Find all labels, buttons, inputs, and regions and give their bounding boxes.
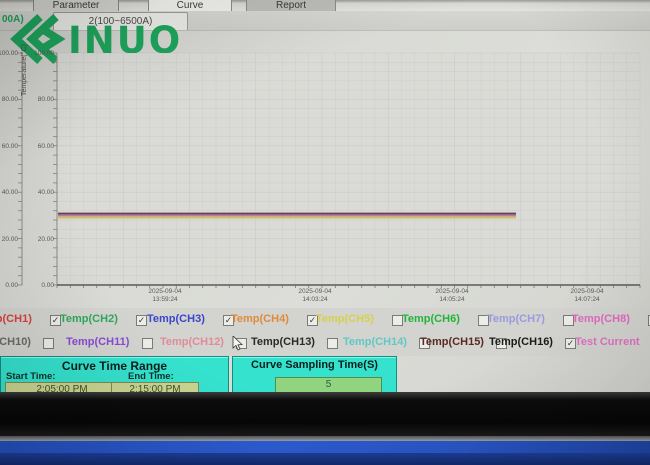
channel-checkbox[interactable]	[392, 315, 403, 326]
y-tick-label: 60.00	[1, 142, 18, 150]
channel-checkbox[interactable]	[43, 338, 54, 349]
channel-label: Temp(CH13)	[251, 336, 315, 348]
channel-checkbox[interactable]: ✓	[136, 315, 147, 326]
y-tick-label: 20.00	[1, 235, 18, 243]
channel-label: Temp(CH1)	[0, 313, 32, 325]
y-tick-label: 20.00	[37, 235, 54, 243]
device-tab-bar: 00A) 2(100~6500A)	[0, 11, 650, 31]
channel-label: Temp(CH5)	[316, 313, 374, 325]
channel-checkbox[interactable]: ✓	[223, 315, 234, 326]
channel-label: Temp(CH2)	[60, 313, 118, 325]
x-tick-label: 2025-09-04 13:59:24	[148, 288, 182, 303]
desk-strip-dark	[0, 453, 650, 465]
y-tick-label: 80.00	[1, 96, 18, 104]
channel-checkbox[interactable]	[236, 338, 247, 349]
x-tick-label: 2025-09-04 14:07:24	[570, 288, 604, 303]
channel-label: Temp(CH15)	[420, 336, 484, 348]
channel-checkbox[interactable]	[142, 338, 153, 349]
y-tick-label: 100.00	[34, 50, 54, 57]
channel-label: Temp(CH12)	[160, 336, 224, 348]
channel-checkbox[interactable]: ✓	[307, 315, 318, 326]
channel-label: Temp(CH11)	[66, 336, 130, 348]
channel-label: Temp(CH8)	[572, 313, 630, 325]
main-tab-bar: Parameter Curve Report	[0, 0, 650, 13]
channel-checkbox[interactable]	[648, 315, 650, 326]
channel-checkbox[interactable]	[478, 315, 489, 326]
start-time-label: Start Time:	[6, 371, 56, 382]
channel-label: Temp(CH7)	[487, 313, 545, 325]
channel-label: Temp(CH16)	[489, 336, 553, 348]
bezel-bottom-edge	[0, 436, 650, 441]
channel-checkbox[interactable]	[419, 338, 430, 349]
channel-checkbox[interactable]	[563, 315, 574, 326]
y-tick-label: 0.00	[41, 282, 54, 289]
curve-time-range-panel: Curve Time Range Start Time: 2:05:00 PM …	[0, 356, 229, 398]
subtab-left-partial[interactable]: 00A)	[2, 14, 24, 25]
x-tick-label: 2025-09-04 14:03:24	[298, 288, 332, 303]
channel-label: Temp(CH10)	[0, 336, 31, 348]
y-tick-label: 0.00	[5, 282, 18, 289]
channel-label: Temp(CH14)	[343, 336, 407, 348]
y-tick-label: 100.00	[0, 50, 18, 57]
channel-checkbox[interactable]: ✓	[565, 338, 576, 349]
subtab-device-range[interactable]: 2(100~6500A)	[53, 12, 188, 30]
curve-sampling-panel: Curve Sampling Time(S) 5	[232, 356, 397, 395]
y-tick-label: 60.00	[37, 142, 54, 150]
y-tick-label: 40.00	[1, 189, 18, 197]
curve-sampling-title: Curve Sampling Time(S)	[251, 359, 378, 371]
software-screen: Parameter Curve Report 00A) 2(100~6500A)…	[0, 0, 650, 398]
channel-label: Temp(CH4)	[231, 313, 289, 325]
y-tick-label: 40.00	[37, 189, 54, 197]
desk-strip-bright	[0, 441, 650, 453]
channel-checkbox[interactable]: ✓	[50, 315, 61, 326]
channel-label: Test Current	[575, 336, 640, 348]
x-tick-label: 2025-09-04 14:05:24	[435, 288, 469, 303]
channel-checkbox[interactable]	[327, 338, 338, 349]
chart-plot	[18, 52, 641, 288]
curve-time-range-title: Curve Time Range	[61, 359, 168, 373]
channel-checkbox[interactable]	[496, 338, 507, 349]
monitor-bezel: hp	[0, 392, 650, 436]
end-time-label: End Time:	[128, 371, 174, 382]
y-tick-label: 80.00	[37, 96, 54, 104]
channel-label: Temp(CH3)	[147, 313, 205, 325]
channel-selection-area: Temp(CH1)✓Temp(CH2)✓Temp(CH3)✓Temp(CH4)✓…	[0, 308, 650, 356]
channel-label: Temp(CH6)	[402, 313, 460, 325]
